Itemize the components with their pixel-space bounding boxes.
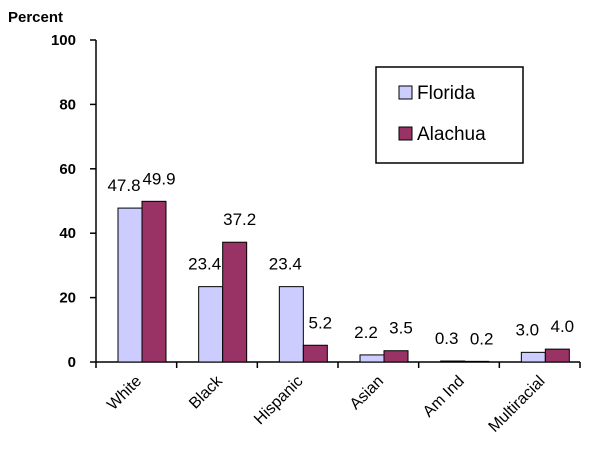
legend-label-florida: Florida bbox=[417, 83, 476, 104]
x-tick-label-hispanic: Hispanic bbox=[251, 373, 306, 428]
data-label-florida-multiracial: 3.0 bbox=[516, 320, 540, 339]
legend-label-alachua: Alachua bbox=[417, 124, 486, 145]
bar-florida-multiracial bbox=[520, 351, 546, 363]
data-label-alachua-white: 49.9 bbox=[142, 169, 175, 188]
y-axis-label: Percent bbox=[8, 9, 63, 26]
bar-florida-black bbox=[198, 286, 224, 363]
bar-alachua-am-ind bbox=[464, 360, 490, 363]
legend-swatch-florida bbox=[398, 85, 413, 100]
data-label-alachua-asian: 3.5 bbox=[389, 319, 413, 338]
bar-alachua-asian bbox=[383, 350, 409, 363]
x-tick-label-am-ind: Am Ind bbox=[420, 373, 468, 421]
y-tick-label: 60 bbox=[59, 161, 76, 178]
y-tick-label: 80 bbox=[59, 96, 76, 113]
x-axis: White Black Hispanic Asian Am Ind Multiracial bbox=[95, 361, 581, 436]
x-tick-label-black: Black bbox=[186, 372, 226, 412]
data-label-alachua-black: 37.2 bbox=[223, 210, 256, 229]
data-label-alachua-am-ind: 0.2 bbox=[470, 329, 494, 348]
legend: Florida Alachua bbox=[375, 66, 524, 164]
bar-alachua-black bbox=[222, 241, 248, 363]
data-label-florida-black: 23.4 bbox=[188, 255, 221, 274]
bar-alachua-white bbox=[141, 200, 167, 363]
bar-florida-asian bbox=[359, 354, 385, 363]
bar-florida-hispanic bbox=[278, 286, 304, 363]
data-label-alachua-hispanic: 5.2 bbox=[309, 313, 333, 332]
y-tick-label: 0 bbox=[68, 354, 76, 371]
x-tick-label-asian: Asian bbox=[347, 373, 387, 413]
data-label-florida-white: 47.8 bbox=[107, 176, 140, 195]
x-tick-label-white: White bbox=[104, 373, 145, 414]
bar-alachua-hispanic bbox=[302, 344, 328, 363]
data-label-alachua-multiracial: 4.0 bbox=[551, 317, 575, 336]
bar-florida-am-ind bbox=[440, 360, 466, 363]
data-label-florida-am-ind: 0.3 bbox=[435, 329, 459, 348]
data-label-florida-asian: 2.2 bbox=[354, 323, 378, 342]
bar-florida-white bbox=[117, 207, 143, 363]
legend-swatch-alachua bbox=[398, 126, 413, 141]
data-label-florida-hispanic: 23.4 bbox=[269, 255, 302, 274]
data-labels: 47.8 23.4 23.4 2.2 0.3 3.0 49.9 37.2 5.2 3.5 0.2 4.… bbox=[107, 169, 574, 348]
y-tick-label: 40 bbox=[59, 225, 76, 242]
legend-box bbox=[375, 66, 524, 164]
bar-alachua-multiracial bbox=[544, 348, 570, 363]
bars bbox=[117, 200, 570, 363]
y-tick-label: 100 bbox=[51, 32, 76, 49]
x-tick-label-multiracial: Multiracial bbox=[486, 373, 549, 436]
y-axis: 0 20 40 60 80 100 bbox=[51, 32, 97, 371]
y-tick-label: 20 bbox=[59, 290, 76, 307]
